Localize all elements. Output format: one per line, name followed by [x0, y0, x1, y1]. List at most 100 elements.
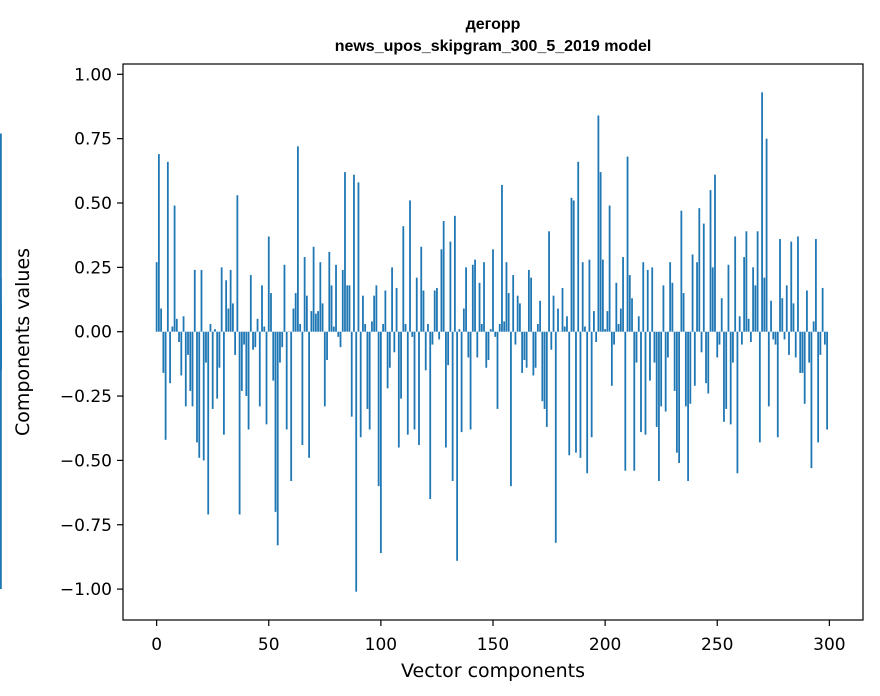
bar — [445, 331, 447, 448]
bar — [494, 331, 497, 337]
bar — [469, 331, 472, 430]
bar — [312, 246, 315, 332]
bar — [593, 311, 595, 332]
bar — [514, 331, 517, 345]
bar — [171, 326, 174, 332]
bar — [164, 331, 167, 440]
bar — [581, 262, 584, 332]
bar — [501, 184, 503, 332]
bar — [725, 331, 728, 409]
bar — [483, 262, 485, 332]
bar-series — [0, 92, 829, 592]
bar — [202, 331, 205, 461]
bar — [496, 331, 499, 409]
bar — [303, 257, 306, 332]
bar — [664, 331, 667, 412]
bar — [207, 331, 210, 515]
bar — [442, 221, 445, 332]
bar — [604, 329, 607, 332]
bar — [684, 331, 687, 407]
bar — [341, 269, 344, 332]
bar — [292, 308, 295, 332]
bar — [173, 205, 176, 332]
bar — [658, 331, 660, 481]
bar — [397, 331, 400, 448]
chart-title-line-2: news_upos_skipgram_300_5_2019 model — [335, 38, 652, 55]
bar — [707, 331, 710, 394]
bar — [427, 323, 429, 332]
bar — [711, 267, 714, 332]
y-tick-label: 0.00 — [74, 323, 112, 343]
y-tick-label: 0.50 — [74, 194, 112, 214]
bar — [640, 331, 642, 433]
bar — [462, 308, 465, 332]
bar — [364, 323, 367, 332]
bar — [783, 331, 786, 340]
bar — [305, 295, 308, 332]
bar — [727, 264, 730, 332]
bar — [525, 331, 528, 368]
bar — [519, 303, 521, 332]
bar — [498, 323, 501, 332]
bar — [788, 331, 790, 355]
bar — [763, 277, 766, 332]
bar — [247, 331, 250, 430]
y-tick-label: 0.25 — [74, 258, 112, 278]
bar — [205, 331, 207, 363]
bar — [709, 190, 712, 332]
bar — [792, 303, 795, 332]
bar — [599, 172, 602, 332]
bar — [810, 331, 813, 469]
bar — [371, 321, 373, 332]
bar — [516, 295, 519, 332]
bar — [200, 269, 203, 332]
bar — [720, 298, 723, 332]
bar — [716, 331, 719, 358]
bar — [218, 331, 221, 368]
bar — [530, 277, 533, 332]
bar — [297, 146, 299, 332]
bar — [631, 298, 633, 332]
bar — [166, 161, 169, 332]
bar — [608, 205, 611, 332]
x-tick-label: 300 — [813, 635, 845, 655]
bar — [781, 298, 784, 332]
bar — [532, 331, 535, 376]
bar — [308, 331, 311, 458]
bar — [323, 331, 326, 407]
bar — [326, 331, 328, 361]
bar — [451, 331, 454, 481]
bar — [507, 293, 510, 332]
bar — [527, 269, 530, 332]
bar — [667, 331, 669, 358]
bar — [655, 331, 658, 427]
bar — [747, 318, 750, 332]
bar — [749, 331, 752, 342]
bar — [409, 200, 411, 332]
bar — [256, 318, 259, 332]
bar — [422, 290, 425, 332]
bar — [687, 331, 689, 481]
bar — [671, 282, 674, 332]
bar — [653, 331, 656, 363]
bar — [184, 331, 187, 407]
bar — [225, 280, 228, 332]
bar — [373, 295, 376, 332]
bar — [191, 331, 194, 407]
bar — [478, 282, 481, 332]
bar — [767, 331, 770, 407]
bar — [317, 311, 319, 332]
bar — [521, 331, 524, 373]
bar — [162, 331, 165, 373]
bar — [660, 331, 663, 407]
bar — [613, 331, 615, 345]
bar — [646, 269, 649, 332]
bar — [223, 331, 225, 435]
bar — [705, 331, 707, 384]
bar — [572, 200, 575, 332]
bar — [283, 264, 286, 332]
bar — [471, 264, 474, 332]
bar — [155, 262, 158, 332]
bar — [624, 331, 627, 471]
